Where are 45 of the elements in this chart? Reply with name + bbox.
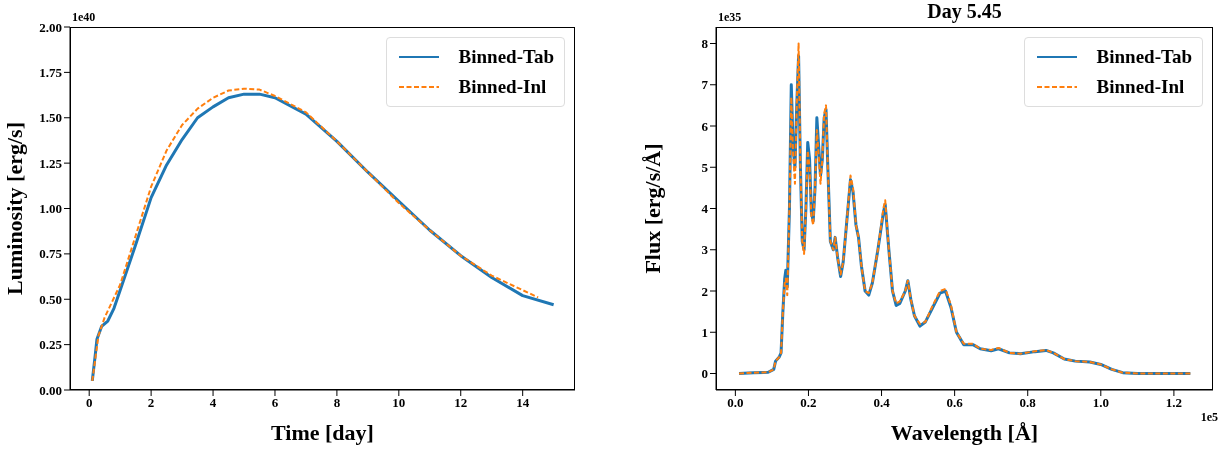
y-tick-label: 0.50 <box>39 291 62 307</box>
x-tick-label: 0 <box>85 395 93 411</box>
x-tick-label: 10 <box>392 395 406 411</box>
x-tick-label: 6 <box>271 395 279 411</box>
y-tick-label: 3 <box>701 242 709 258</box>
legend-label: Binned-Tab <box>1096 46 1192 68</box>
y-tick-label: 1.75 <box>39 64 63 80</box>
x-tick-label: 14 <box>516 395 530 411</box>
text: 1e35 <box>718 10 742 25</box>
x-tick-label: 0.0 <box>727 395 744 411</box>
text: 1e5 <box>1200 410 1218 425</box>
chart-title: Day 5.45 <box>927 0 1002 22</box>
y-tick-label: 6 <box>701 118 709 134</box>
y-tick-label: 0.25 <box>39 337 63 353</box>
y-tick-label: 5 <box>701 159 709 175</box>
x-tick-label: 0.4 <box>873 395 891 411</box>
x-axis-title: Time [day] <box>271 420 374 445</box>
y-axis-title: Flux [erg/s/Å] <box>639 143 665 274</box>
y-axis-title: Luminosity [erg/s] <box>1 122 27 295</box>
legend-label: Binned-Tab <box>458 46 554 68</box>
y-tick-label: 2.00 <box>39 19 62 35</box>
y-tick-label: 8 <box>701 36 709 52</box>
text: 1e40 <box>72 10 96 25</box>
y-tick-label: 4 <box>701 201 709 217</box>
y-tick-label: 0 <box>701 366 708 382</box>
x-tick-label: 1.0 <box>1092 395 1109 411</box>
y-tick-label: 1 <box>701 324 708 340</box>
y-tick-label: 1.25 <box>39 155 63 171</box>
x-axis-title: Wavelength [Å] <box>890 420 1039 445</box>
x-tick-label: 8 <box>333 395 341 411</box>
x-tick-label: 0.6 <box>946 395 964 411</box>
x-tick-label: 12 <box>454 395 468 411</box>
x-tick-label: 2 <box>147 395 155 411</box>
x-tick-label: 4 <box>209 395 217 411</box>
x-tick-label: 1.2 <box>1165 395 1183 411</box>
x-tick-label: 0.2 <box>800 395 817 411</box>
y-tick-label: 0.75 <box>39 246 63 262</box>
x-tick-label: 0.8 <box>1019 395 1037 411</box>
y-tick-label: 1.00 <box>39 201 62 217</box>
y-tick-label: 7 <box>701 77 709 93</box>
y-tick-label: 1.50 <box>39 110 62 126</box>
y-tick-label: 0.00 <box>39 382 62 398</box>
y-tick-label: 2 <box>701 283 708 299</box>
legend-label: Binned-Inl <box>458 76 547 98</box>
legend-label: Binned-Inl <box>1096 76 1185 98</box>
